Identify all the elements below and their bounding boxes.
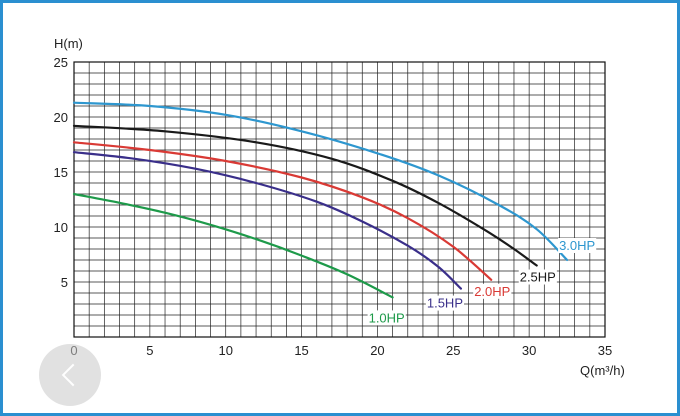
series-line-1-0hp [72, 192, 394, 299]
series-label-background [518, 269, 557, 285]
plot-border [73, 61, 606, 338]
x-tick-labels: 05101520253035 [70, 343, 612, 358]
series-line-1-5hp [72, 151, 462, 290]
y-tick-label: 25 [54, 55, 68, 70]
y-tick-labels: 5 10 15 20 25 [54, 55, 68, 290]
x-tick-label: 15 [294, 343, 308, 358]
y-tick-label: 20 [54, 110, 68, 125]
series-label-background [425, 295, 465, 311]
back-button[interactable] [39, 344, 101, 406]
series-lines [72, 101, 569, 299]
x-tick-label: 35 [598, 343, 612, 358]
x-tick-label: 30 [522, 343, 536, 358]
series-line-3-0hp [72, 101, 569, 262]
series-label-3-0hp: 3.0HP [559, 238, 595, 253]
grid [73, 61, 606, 338]
y-tick-label: 5 [61, 275, 68, 290]
y-tick-label: 15 [54, 165, 68, 180]
series-label-background [473, 283, 512, 299]
series-label-2-5hp: 2.5HP [520, 270, 556, 285]
series-labels: 1.0HP 1.5HP 2.0HP 2.5HP 3.0HP [367, 238, 597, 326]
series-label-background [558, 238, 597, 253]
plot-area [73, 61, 606, 338]
y-tick-label: 10 [54, 220, 68, 235]
x-tick-label: 10 [218, 343, 232, 358]
series-line-2-0hp [72, 141, 493, 281]
x-axis-title: Q(m³/h) [580, 363, 625, 378]
series-label-1-0hp: 1.0HP [369, 310, 405, 325]
series-label-1-5hp: 1.5HP [427, 296, 463, 311]
y-axis-title: H(m) [54, 36, 83, 51]
chevron-left-icon [61, 363, 85, 387]
series-label-2-0hp: 2.0HP [474, 284, 510, 299]
series-line-2-5hp [72, 124, 538, 267]
series-label-background [367, 310, 406, 326]
x-tick-label: 20 [370, 343, 384, 358]
x-tick-label: 5 [146, 343, 153, 358]
x-tick-label: 25 [446, 343, 460, 358]
